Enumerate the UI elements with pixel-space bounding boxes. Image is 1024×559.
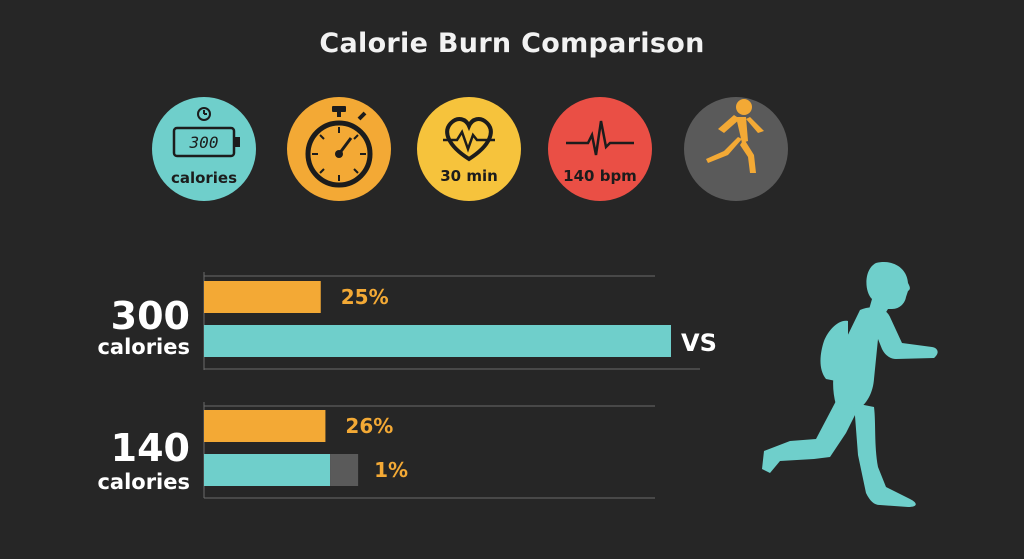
bar-group2-teal (204, 454, 331, 486)
data-label-group1-1: 25% (341, 285, 389, 309)
data-label-group2-1: 26% (345, 414, 393, 438)
duration-label: 30 min (440, 167, 498, 185)
bar-group1-teal (204, 325, 671, 357)
runner-silhouette-icon (762, 262, 938, 507)
vs-label: VS (681, 329, 717, 357)
pulse-icon: 140 bpm (548, 97, 652, 201)
group-2-value: 140 (110, 426, 190, 470)
heart-rate-label: 140 bpm (563, 167, 637, 185)
heart-rate-icon: 30 min (417, 97, 521, 201)
bar-group2-orange (204, 410, 326, 442)
bar-group1-orange (204, 281, 321, 313)
battery-display-text: 300 (189, 133, 219, 152)
stopwatch-icon (287, 97, 391, 201)
battery-calories-icon: 300 calories (152, 97, 256, 201)
group-1-unit: calories (97, 335, 190, 359)
calories-icon-label: calories (170, 169, 238, 187)
data-label-group2-2: 1% (374, 458, 408, 482)
runner-icon (684, 97, 788, 201)
chart-title: Calorie Burn Comparison (319, 28, 705, 59)
bar-group2-extra (330, 454, 359, 486)
group-2-unit: calories (97, 470, 190, 494)
group-1-value: 300 (110, 294, 190, 338)
